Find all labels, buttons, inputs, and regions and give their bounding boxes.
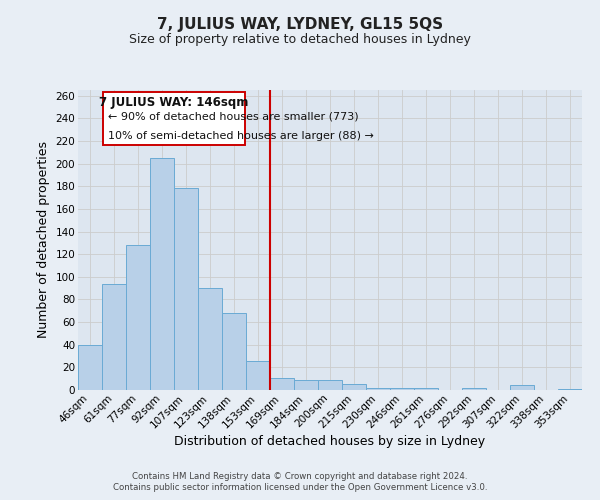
- Bar: [318, 380, 342, 390]
- Bar: [558, 389, 582, 390]
- Text: Size of property relative to detached houses in Lydney: Size of property relative to detached ho…: [129, 32, 471, 46]
- Bar: [78, 344, 102, 390]
- Bar: [126, 245, 150, 390]
- Bar: [174, 188, 198, 390]
- Bar: [198, 288, 222, 390]
- FancyBboxPatch shape: [103, 92, 245, 146]
- Bar: [150, 158, 174, 390]
- Text: ← 90% of detached houses are smaller (773): ← 90% of detached houses are smaller (77…: [107, 112, 358, 122]
- Y-axis label: Number of detached properties: Number of detached properties: [37, 142, 50, 338]
- Bar: [294, 380, 318, 390]
- Text: Contains HM Land Registry data © Crown copyright and database right 2024.: Contains HM Land Registry data © Crown c…: [132, 472, 468, 481]
- Bar: [246, 360, 270, 390]
- Bar: [462, 388, 486, 390]
- Bar: [366, 388, 390, 390]
- Text: Contains public sector information licensed under the Open Government Licence v3: Contains public sector information licen…: [113, 483, 487, 492]
- Bar: [102, 284, 126, 390]
- Bar: [390, 388, 414, 390]
- Text: 10% of semi-detached houses are larger (88) →: 10% of semi-detached houses are larger (…: [107, 131, 373, 141]
- X-axis label: Distribution of detached houses by size in Lydney: Distribution of detached houses by size …: [175, 435, 485, 448]
- Text: 7 JULIUS WAY: 146sqm: 7 JULIUS WAY: 146sqm: [100, 96, 248, 108]
- Bar: [270, 378, 294, 390]
- Text: 7, JULIUS WAY, LYDNEY, GL15 5QS: 7, JULIUS WAY, LYDNEY, GL15 5QS: [157, 18, 443, 32]
- Bar: [342, 384, 366, 390]
- Bar: [414, 388, 438, 390]
- Bar: [510, 386, 534, 390]
- Bar: [222, 313, 246, 390]
